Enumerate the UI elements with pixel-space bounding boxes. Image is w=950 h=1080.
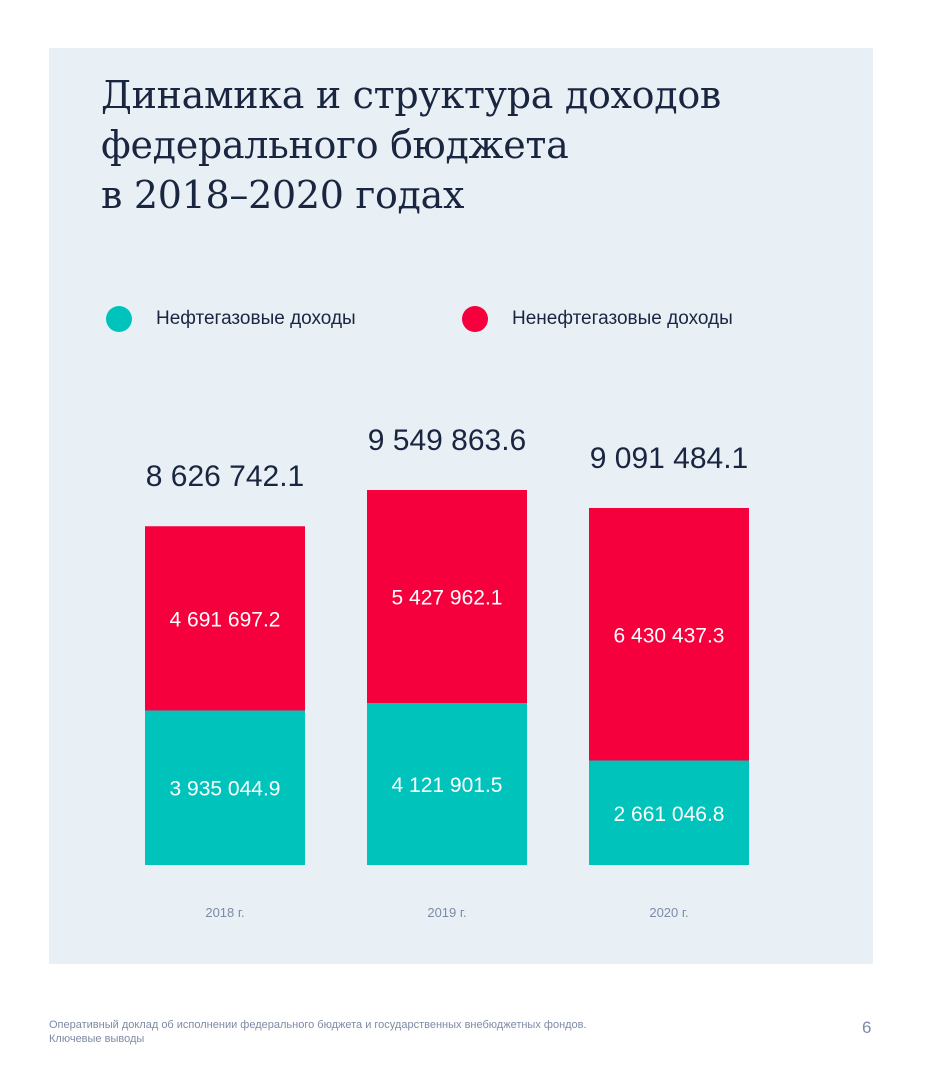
chart-title: Динамика и структура доходов федеральног… [101, 70, 801, 220]
legend-swatch-non-oil-gas [462, 306, 488, 332]
bar-oil-gas-2 [589, 760, 749, 865]
legend-label-oil-gas: Нефтегазовые доходы [156, 308, 356, 329]
total-label-0: 8 626 742.1 [146, 460, 304, 493]
stacked-bar-chart: 3 935 044.9 4 691 697.2 8 626 742.1 2018 г.… [145, 424, 749, 920]
bar-value-label-oil-gas-1: 4 121 901.5 [392, 774, 503, 797]
page-number: 6 [862, 1018, 872, 1037]
bar-non-oil-gas-0 [145, 526, 305, 711]
x-tick-label-1: 2019 г. [427, 905, 466, 920]
x-tick-label-0: 2018 г. [205, 905, 244, 920]
bar-value-label-oil-gas-0: 3 935 044.9 [170, 778, 281, 801]
legend-label-non-oil-gas: Ненефтегазовые доходы [512, 308, 733, 329]
title-line-2: федерального бюджета [101, 123, 569, 167]
footer-line-1: Оперативный доклад об исполнении федерал… [49, 1019, 587, 1031]
bar-non-oil-gas-2 [589, 507, 749, 761]
bar-value-label-non-oil-gas-1: 5 427 962.1 [392, 587, 503, 610]
bar-oil-gas-1 [367, 703, 527, 865]
bar-value-label-non-oil-gas-2: 6 430 437.3 [614, 624, 725, 647]
bar-value-label-non-oil-gas-0: 4 691 697.2 [170, 608, 281, 631]
title-line-1: Динамика и структура доходов [101, 73, 722, 117]
legend-item-oil-gas: Нефтегазовые доходы [106, 304, 356, 334]
title-line-3: в 2018–2020 годах [101, 173, 465, 217]
x-tick-label-2: 2020 г. [649, 905, 688, 920]
bar-value-label-oil-gas-2: 2 661 046.8 [614, 803, 725, 826]
legend-swatch-oil-gas [106, 306, 132, 332]
bar-oil-gas-0 [145, 710, 305, 865]
legend-item-non-oil-gas: Ненефтегазовые доходы [462, 304, 733, 334]
total-label-2: 9 091 484.1 [590, 442, 748, 475]
total-label-1: 9 549 863.6 [368, 424, 526, 457]
bar-non-oil-gas-1 [367, 490, 527, 704]
footer: Оперативный доклад об исполнении федерал… [49, 1018, 587, 1046]
footer-line-2: Ключевые выводы [49, 1033, 145, 1045]
